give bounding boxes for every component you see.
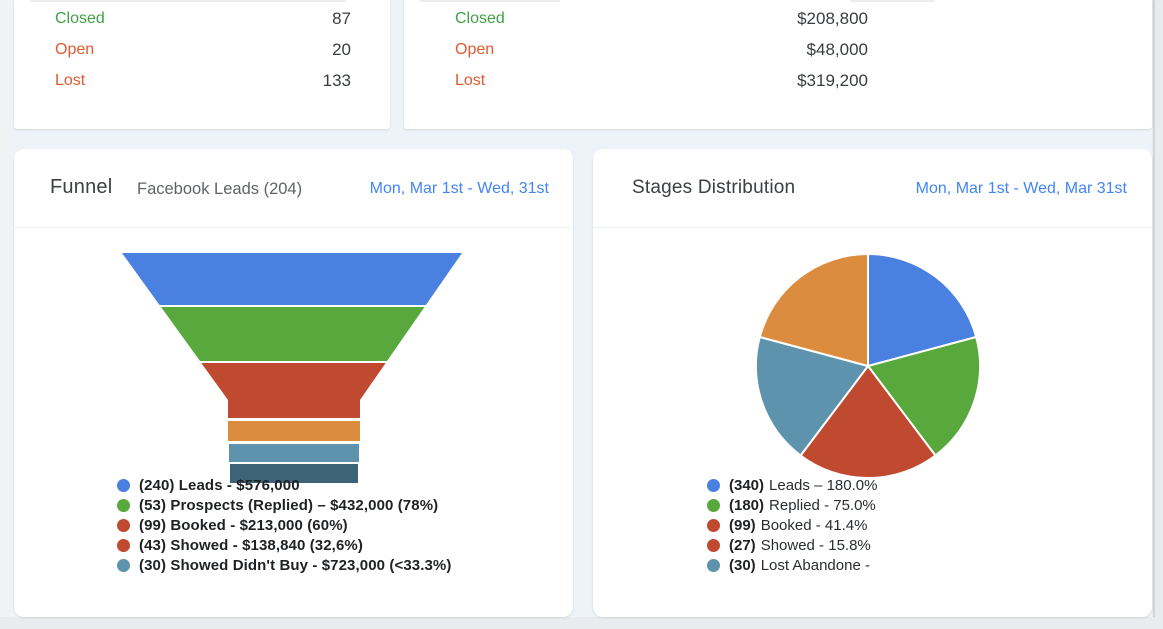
funnel-segment-bottom[interactable] — [230, 464, 358, 483]
legend-text: (30) Showed Didn't Buy - $723,000 (<33.3… — [139, 556, 452, 574]
stat-value-closed: 87 — [332, 8, 351, 28]
legend-label: Replied - 75.0% — [769, 497, 876, 515]
stat-label-lost: Lost — [455, 71, 486, 89]
funnel-source-label: Facebook Leads (204) — [137, 180, 303, 198]
stat-row-open-amount: Open $48,000 — [404, 34, 1152, 65]
legend-item-replied: (180) Replied - 75.0% — [707, 496, 877, 516]
page-right-margin — [1152, 0, 1163, 629]
legend-item-booked: (99) Booked - $213,000 (60%) — [117, 516, 451, 536]
pie-slice-leads[interactable] — [867, 253, 978, 367]
funnel-chart — [122, 253, 462, 483]
legend-dot — [117, 499, 130, 513]
legend-count: (27) — [729, 536, 756, 554]
legend-dot — [707, 538, 720, 552]
stat-row-lost: Lost 133 — [14, 65, 390, 96]
funnel-legend: (240) Leads - $576,000 (53) Prospects (R… — [117, 476, 451, 575]
stat-label-closed: Closed — [455, 9, 505, 27]
funnel-segment-booked[interactable] — [201, 363, 386, 418]
legend-item-booked: (99) Booked - 41.4% — [707, 516, 877, 536]
pie-slice-booked[interactable] — [799, 365, 937, 479]
legend-dot — [117, 538, 130, 552]
pipeline-amounts-card: Closed $208,800 Open $48,000 Lost $319,2… — [404, 0, 1152, 129]
window-right-edge — [1153, 0, 1155, 629]
legend-item-leads: (340) Leads – 180.0% — [707, 476, 877, 496]
panel-title: Stages Distribution — [632, 177, 796, 198]
page-left-margin — [0, 0, 14, 629]
stat-row-closed: Closed 87 — [14, 3, 390, 34]
legend-item-lost-abandone: (30) Lost Abandone - — [707, 555, 877, 575]
stages-legend: (340) Leads – 180.0% (180) Replied - 75.… — [707, 476, 877, 575]
funnel-segment-showed[interactable] — [228, 421, 360, 441]
legend-label: Lost Abandone - — [760, 556, 870, 574]
legend-dot — [707, 558, 720, 572]
stat-row-closed-amount: Closed $208,800 — [404, 3, 1152, 34]
legend-label: Showed - 15.8% — [760, 536, 871, 554]
legend-item-showed-didnt-buy: (30) Showed Didn't Buy - $723,000 (<33.3… — [117, 555, 451, 575]
legend-dot — [117, 479, 130, 493]
legend-count: (340) — [729, 477, 765, 495]
stat-label-closed: Closed — [55, 9, 105, 27]
stat-row-lost-amount: Lost $319,200 — [404, 65, 1152, 96]
funnel-segment-prospects-replied[interactable] — [161, 307, 425, 361]
legend-dot — [117, 518, 130, 532]
stat-value-lost-amount: $319,200 — [797, 70, 868, 90]
pie-slice-replied[interactable] — [867, 336, 981, 457]
legend-label: Leads – 180.0% — [769, 477, 878, 495]
stages-panel-header: Stages Distribution Mon, Mar 1st - Wed, … — [593, 149, 1152, 228]
page-bottom-margin — [0, 617, 1163, 629]
stat-row-open: Open 20 — [14, 34, 390, 65]
stat-value-open: 20 — [332, 39, 351, 59]
legend-text: (53) Prospects (Replied) – $432,000 (78%… — [139, 497, 439, 515]
legend-item-prospects: (53) Prospects (Replied) – $432,000 (78%… — [117, 496, 451, 516]
cropped-content-artifact — [420, 0, 560, 2]
cropped-content-artifact — [30, 0, 346, 2]
stat-label-open: Open — [455, 40, 495, 58]
legend-text: (240) Leads - $576,000 — [139, 477, 300, 495]
legend-dot — [707, 518, 720, 532]
legend-text: (99) Booked - $213,000 (60%) — [139, 516, 348, 534]
stat-label-open: Open — [55, 40, 95, 58]
pipeline-counts-card: Closed 87 Open 20 Lost 133 — [14, 0, 390, 129]
stages-pie-chart — [755, 253, 981, 479]
stages-date-range[interactable]: Mon, Mar 1st - Wed, Mar 31st — [915, 180, 1127, 197]
stat-value-closed-amount: $208,800 — [797, 8, 868, 28]
funnel-segment-showed-didnt-buy[interactable] — [229, 444, 359, 462]
funnel-segment-leads[interactable] — [122, 253, 462, 305]
stages-distribution-panel: Stages Distribution Mon, Mar 1st - Wed, … — [593, 149, 1152, 617]
pie-slice-lost-abandone[interactable] — [755, 336, 869, 457]
legend-text: (43) Showed - $138,840 (32,6%) — [139, 536, 363, 554]
legend-dot — [117, 558, 130, 572]
funnel-panel: Funnel Facebook Leads (204) Mon, Mar 1st… — [14, 149, 573, 617]
legend-dot — [707, 499, 720, 513]
funnel-panel-header: Funnel Facebook Leads (204) Mon, Mar 1st… — [14, 149, 573, 228]
legend-item-showed: (43) Showed - $138,840 (32,6%) — [117, 535, 451, 555]
legend-label: Booked - 41.4% — [760, 516, 868, 534]
legend-item-showed: (27) Showed - 15.8% — [707, 535, 877, 555]
panel-title: Funnel — [50, 176, 113, 198]
stat-value-lost: 133 — [322, 70, 351, 90]
funnel-date-range[interactable]: Mon, Mar 1st - Wed, 31st — [369, 180, 549, 197]
legend-dot — [707, 479, 720, 493]
stat-label-lost: Lost — [55, 71, 86, 89]
legend-count: (99) — [729, 516, 756, 534]
legend-count: (180) — [729, 497, 765, 515]
stat-value-open-amount: $48,000 — [806, 39, 868, 59]
pie-slice-showed[interactable] — [758, 253, 869, 367]
legend-item-leads: (240) Leads - $576,000 — [117, 476, 451, 496]
cropped-content-artifact — [850, 0, 935, 2]
legend-count: (30) — [729, 556, 756, 574]
